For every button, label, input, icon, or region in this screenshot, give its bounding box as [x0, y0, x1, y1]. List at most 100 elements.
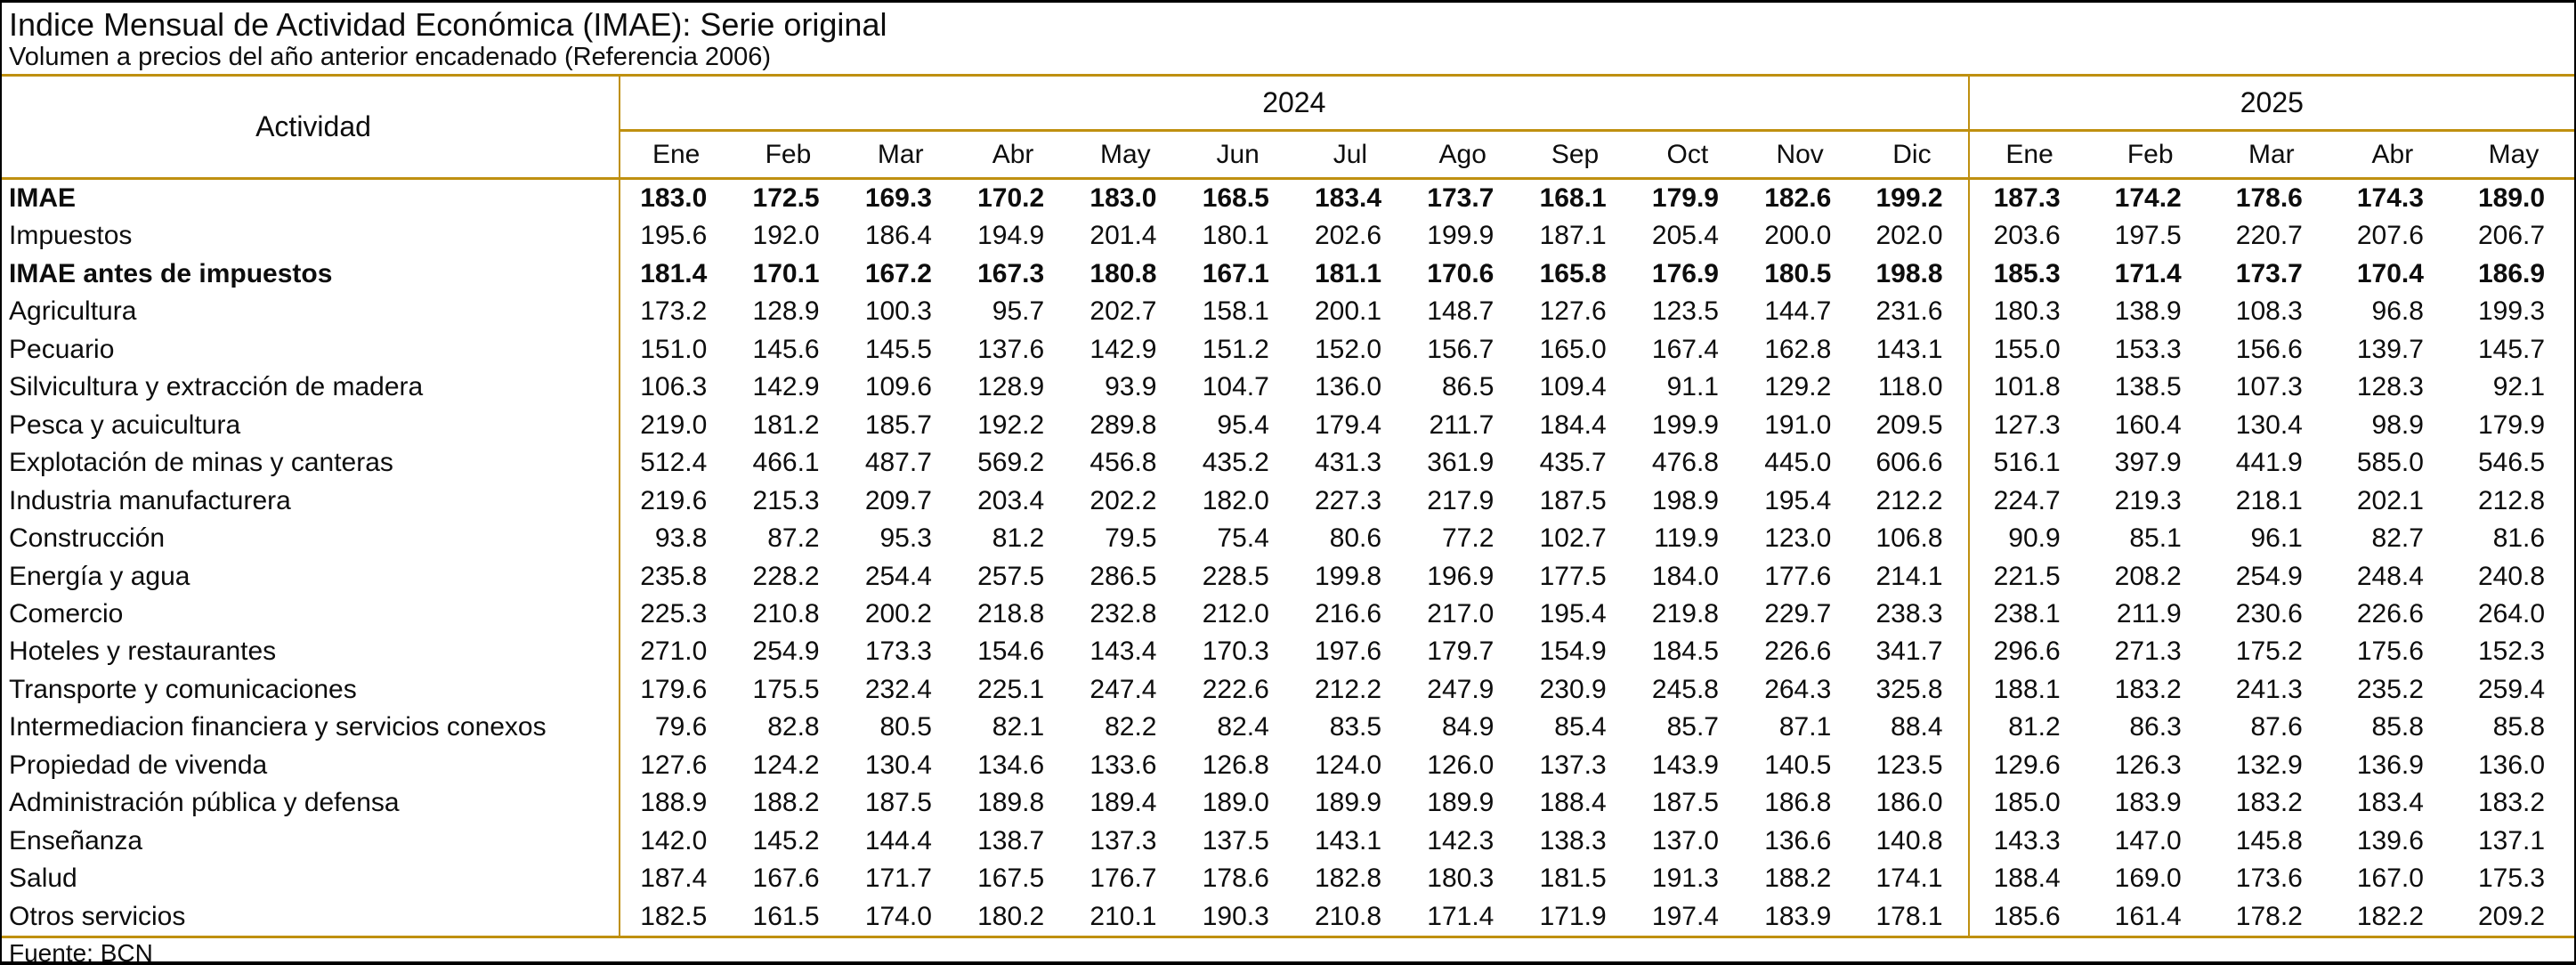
activity-cell: Pesca y acuicultura [2, 406, 620, 445]
value-cell: 171.4 [2114, 258, 2182, 288]
value-cell: 191.3 [1651, 864, 1719, 894]
value-cell: 197.6 [1315, 637, 1382, 667]
value-cell: 173.3 [864, 637, 932, 667]
value-cell: 145.2 [752, 825, 820, 856]
value-cell: 188.4 [1539, 788, 1607, 818]
year-header-row: Actividad 2024 2025 [2, 77, 2574, 180]
value-cell: 106.8 [1875, 523, 1943, 554]
value-cell: 271.0 [640, 637, 708, 667]
value-cell: 200.2 [864, 598, 932, 628]
value-cell: 206.7 [2478, 221, 2546, 251]
table-row: Agricultura 173.2 128.9 100.3 95.7 202.7 158.1… [2, 293, 2574, 331]
value-cell: 178.6 [1202, 864, 1269, 894]
source-note: Fuente: BCN [2, 936, 2574, 961]
value-cell: 189.9 [1427, 788, 1495, 818]
value-cell: 207.6 [2356, 221, 2424, 251]
page-title: Indice Mensual de Actividad Económica (I… [9, 6, 887, 43]
value-cell: 286.5 [1090, 561, 1157, 591]
value-cell: 167.0 [2356, 864, 2424, 894]
value-cell: 232.8 [1090, 598, 1157, 628]
value-cell: 183.2 [2478, 788, 2546, 818]
value-cell: 192.2 [977, 410, 1045, 440]
value-cell: 435.2 [1202, 448, 1269, 478]
value-cell: 199.3 [2478, 296, 2546, 327]
table-row: Construcción 93.8 87.2 95.3 81.2 79.5 75.4 80.6… [2, 520, 2574, 558]
imae-table: Actividad 2024 2025 Ene Feb Mar Abr May Jun Ju… [2, 77, 2574, 937]
value-cell: 200.1 [1315, 296, 1382, 327]
value-cell: 179.4 [1315, 410, 1382, 440]
value-cell: 186.9 [2478, 258, 2546, 288]
value-cell: 185.0 [1967, 784, 2090, 823]
table-row: Transporte y comunicaciones 179.6 175.5 232… [2, 670, 2574, 710]
value-cell: 144.7 [1764, 296, 1832, 327]
activity-column-header: Actividad [2, 77, 620, 180]
value-cell: 248.4 [2356, 561, 2424, 591]
table-row: Impuestos 195.6 192.0 186.4 194.9 201.4 180.1 2… [2, 217, 2574, 255]
value-cell: 173.7 [1427, 183, 1495, 213]
value-cell: 167.4 [1651, 334, 1719, 364]
value-cell: 225.1 [977, 674, 1045, 704]
value-cell: 173.7 [2235, 258, 2303, 288]
table-row: Otros servicios 182.5 161.5 174.0 180.2 210.1… [2, 897, 2574, 937]
value-cell: 189.4 [1090, 788, 1157, 818]
value-cell: 182.0 [1202, 485, 1269, 515]
value-cell: 183.2 [2235, 788, 2303, 818]
value-cell: 168.5 [1202, 183, 1269, 213]
value-cell: 109.6 [864, 372, 932, 402]
table-row: Energía y agua 235.8 228.2 254.4 257.5 286.5 2… [2, 557, 2574, 596]
value-cell: 179.9 [2478, 410, 2546, 440]
value-cell: 158.1 [1202, 296, 1269, 327]
activity-cell: Comercio [2, 595, 620, 634]
value-cell: 181.4 [640, 258, 708, 288]
value-cell: 123.5 [1651, 296, 1719, 327]
value-cell: 212.0 [1202, 598, 1269, 628]
activity-cell: Salud [2, 860, 620, 898]
month-header: Ago [1406, 130, 1519, 180]
value-cell: 219.8 [1651, 598, 1719, 628]
value-cell: 512.4 [640, 448, 708, 478]
value-cell: 186.4 [864, 221, 932, 251]
value-cell: 194.9 [977, 221, 1045, 251]
value-cell: 82.7 [2371, 523, 2424, 554]
value-cell: 95.3 [879, 523, 932, 554]
month-header: Mar [2210, 130, 2332, 180]
value-cell: 186.8 [1764, 788, 1832, 818]
value-cell: 171.4 [1427, 901, 1495, 931]
month-header: Sep [1519, 130, 1632, 180]
value-cell: 96.1 [2250, 523, 2303, 554]
value-cell: 154.6 [977, 637, 1045, 667]
value-cell: 86.5 [1441, 372, 1495, 402]
value-cell: 228.5 [1202, 561, 1269, 591]
activity-cell: Otros servicios [2, 897, 620, 937]
value-cell: 210.8 [752, 598, 820, 628]
table-row: IMAE 183.0 172.5 169.3 170.2 183.0 168.5 183.4 1… [2, 178, 2574, 218]
value-cell: 151.2 [1202, 334, 1269, 364]
value-cell: 187.4 [640, 864, 708, 894]
value-cell: 87.2 [767, 523, 820, 554]
value-cell: 184.5 [1651, 637, 1719, 667]
activity-cell: Transporte y comunicaciones [2, 670, 620, 710]
value-cell: 139.6 [2356, 825, 2424, 856]
activity-cell: Pecuario [2, 330, 620, 369]
value-cell: 185.7 [864, 410, 932, 440]
value-cell: 165.0 [1539, 334, 1607, 364]
value-cell: 129.2 [1764, 372, 1832, 402]
value-cell: 210.8 [1315, 901, 1382, 931]
value-cell: 208.2 [2114, 561, 2182, 591]
value-cell: 137.0 [1651, 825, 1719, 856]
value-cell: 128.3 [2356, 372, 2424, 402]
value-cell: 127.3 [1967, 406, 2090, 445]
value-cell: 77.2 [1441, 523, 1495, 554]
value-cell: 202.2 [1090, 485, 1157, 515]
value-cell: 170.3 [1202, 637, 1269, 667]
value-cell: 93.9 [1105, 372, 1157, 402]
value-cell: 123.0 [1764, 523, 1832, 554]
value-cell: 143.1 [1315, 825, 1382, 856]
value-cell: 225.3 [640, 598, 708, 628]
value-cell: 87.6 [2250, 712, 2303, 742]
value-cell: 188.2 [1764, 864, 1832, 894]
value-cell: 182.8 [1315, 864, 1382, 894]
value-cell: 80.6 [1329, 523, 1382, 554]
activity-cell: Propiedad de vivenda [2, 746, 620, 785]
value-cell: 199.2 [1875, 183, 1943, 213]
